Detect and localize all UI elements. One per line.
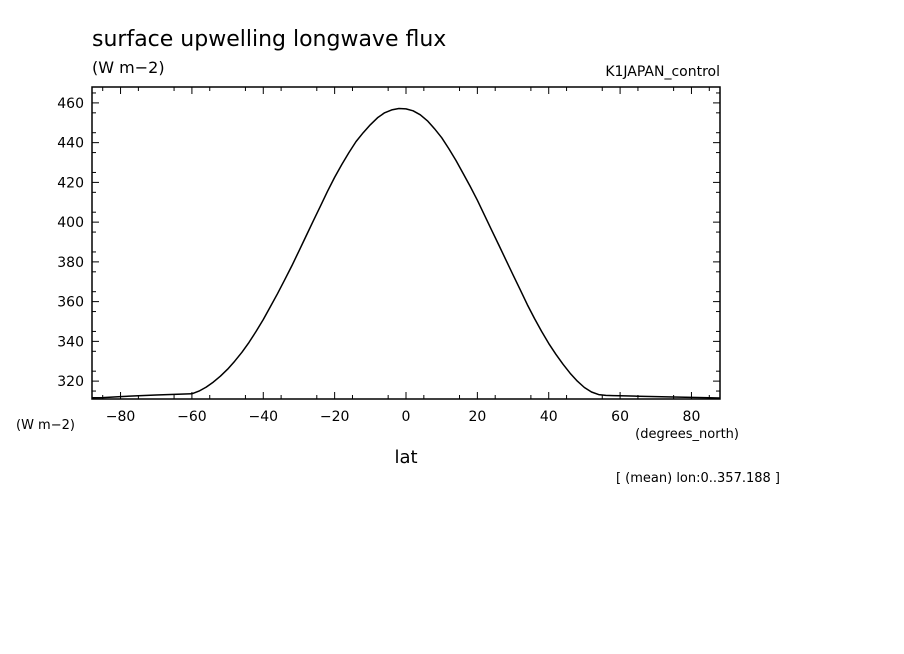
y-tick-label: 460: [57, 96, 84, 112]
y-tick-label: 340: [57, 334, 84, 350]
y-tick-label: 320: [57, 374, 84, 390]
x-tick-label: 60: [611, 409, 629, 425]
x-tick-label: 0: [402, 409, 411, 425]
y-tick-label: 440: [57, 136, 84, 152]
x-axis-units: (degrees_north): [635, 427, 739, 442]
title-units: (W m−2): [92, 58, 165, 77]
y-tick-label: 360: [57, 295, 84, 311]
x-tick-label: 40: [540, 409, 558, 425]
x-tick-label: 80: [683, 409, 701, 425]
x-tick-label: −60: [177, 409, 207, 425]
y-tick-label: 400: [57, 215, 84, 231]
x-tick-label: −40: [248, 409, 278, 425]
mean-note: [ (mean) lon:0..357.188 ]: [616, 471, 780, 486]
y-axis-label: (W m−2): [16, 418, 75, 433]
plot-frame: [91, 86, 721, 400]
plot-axes: −80 −60 −40 −20 0 20 40 60 80 320 340 360 380 400 420 4…: [57, 86, 721, 425]
x-tick-label: −80: [106, 409, 136, 425]
chart-title: surface upwelling longwave flux: [92, 27, 446, 52]
run-name: K1JAPAN_control: [605, 64, 720, 80]
series-line-0: [92, 107, 720, 399]
y-tick-label: 420: [57, 175, 84, 191]
series-group: [92, 107, 720, 399]
x-tick-label: −20: [320, 409, 350, 425]
y-tick-label: 380: [57, 255, 84, 271]
x-tick-label: 20: [468, 409, 486, 425]
x-axis-label: lat: [394, 447, 417, 468]
